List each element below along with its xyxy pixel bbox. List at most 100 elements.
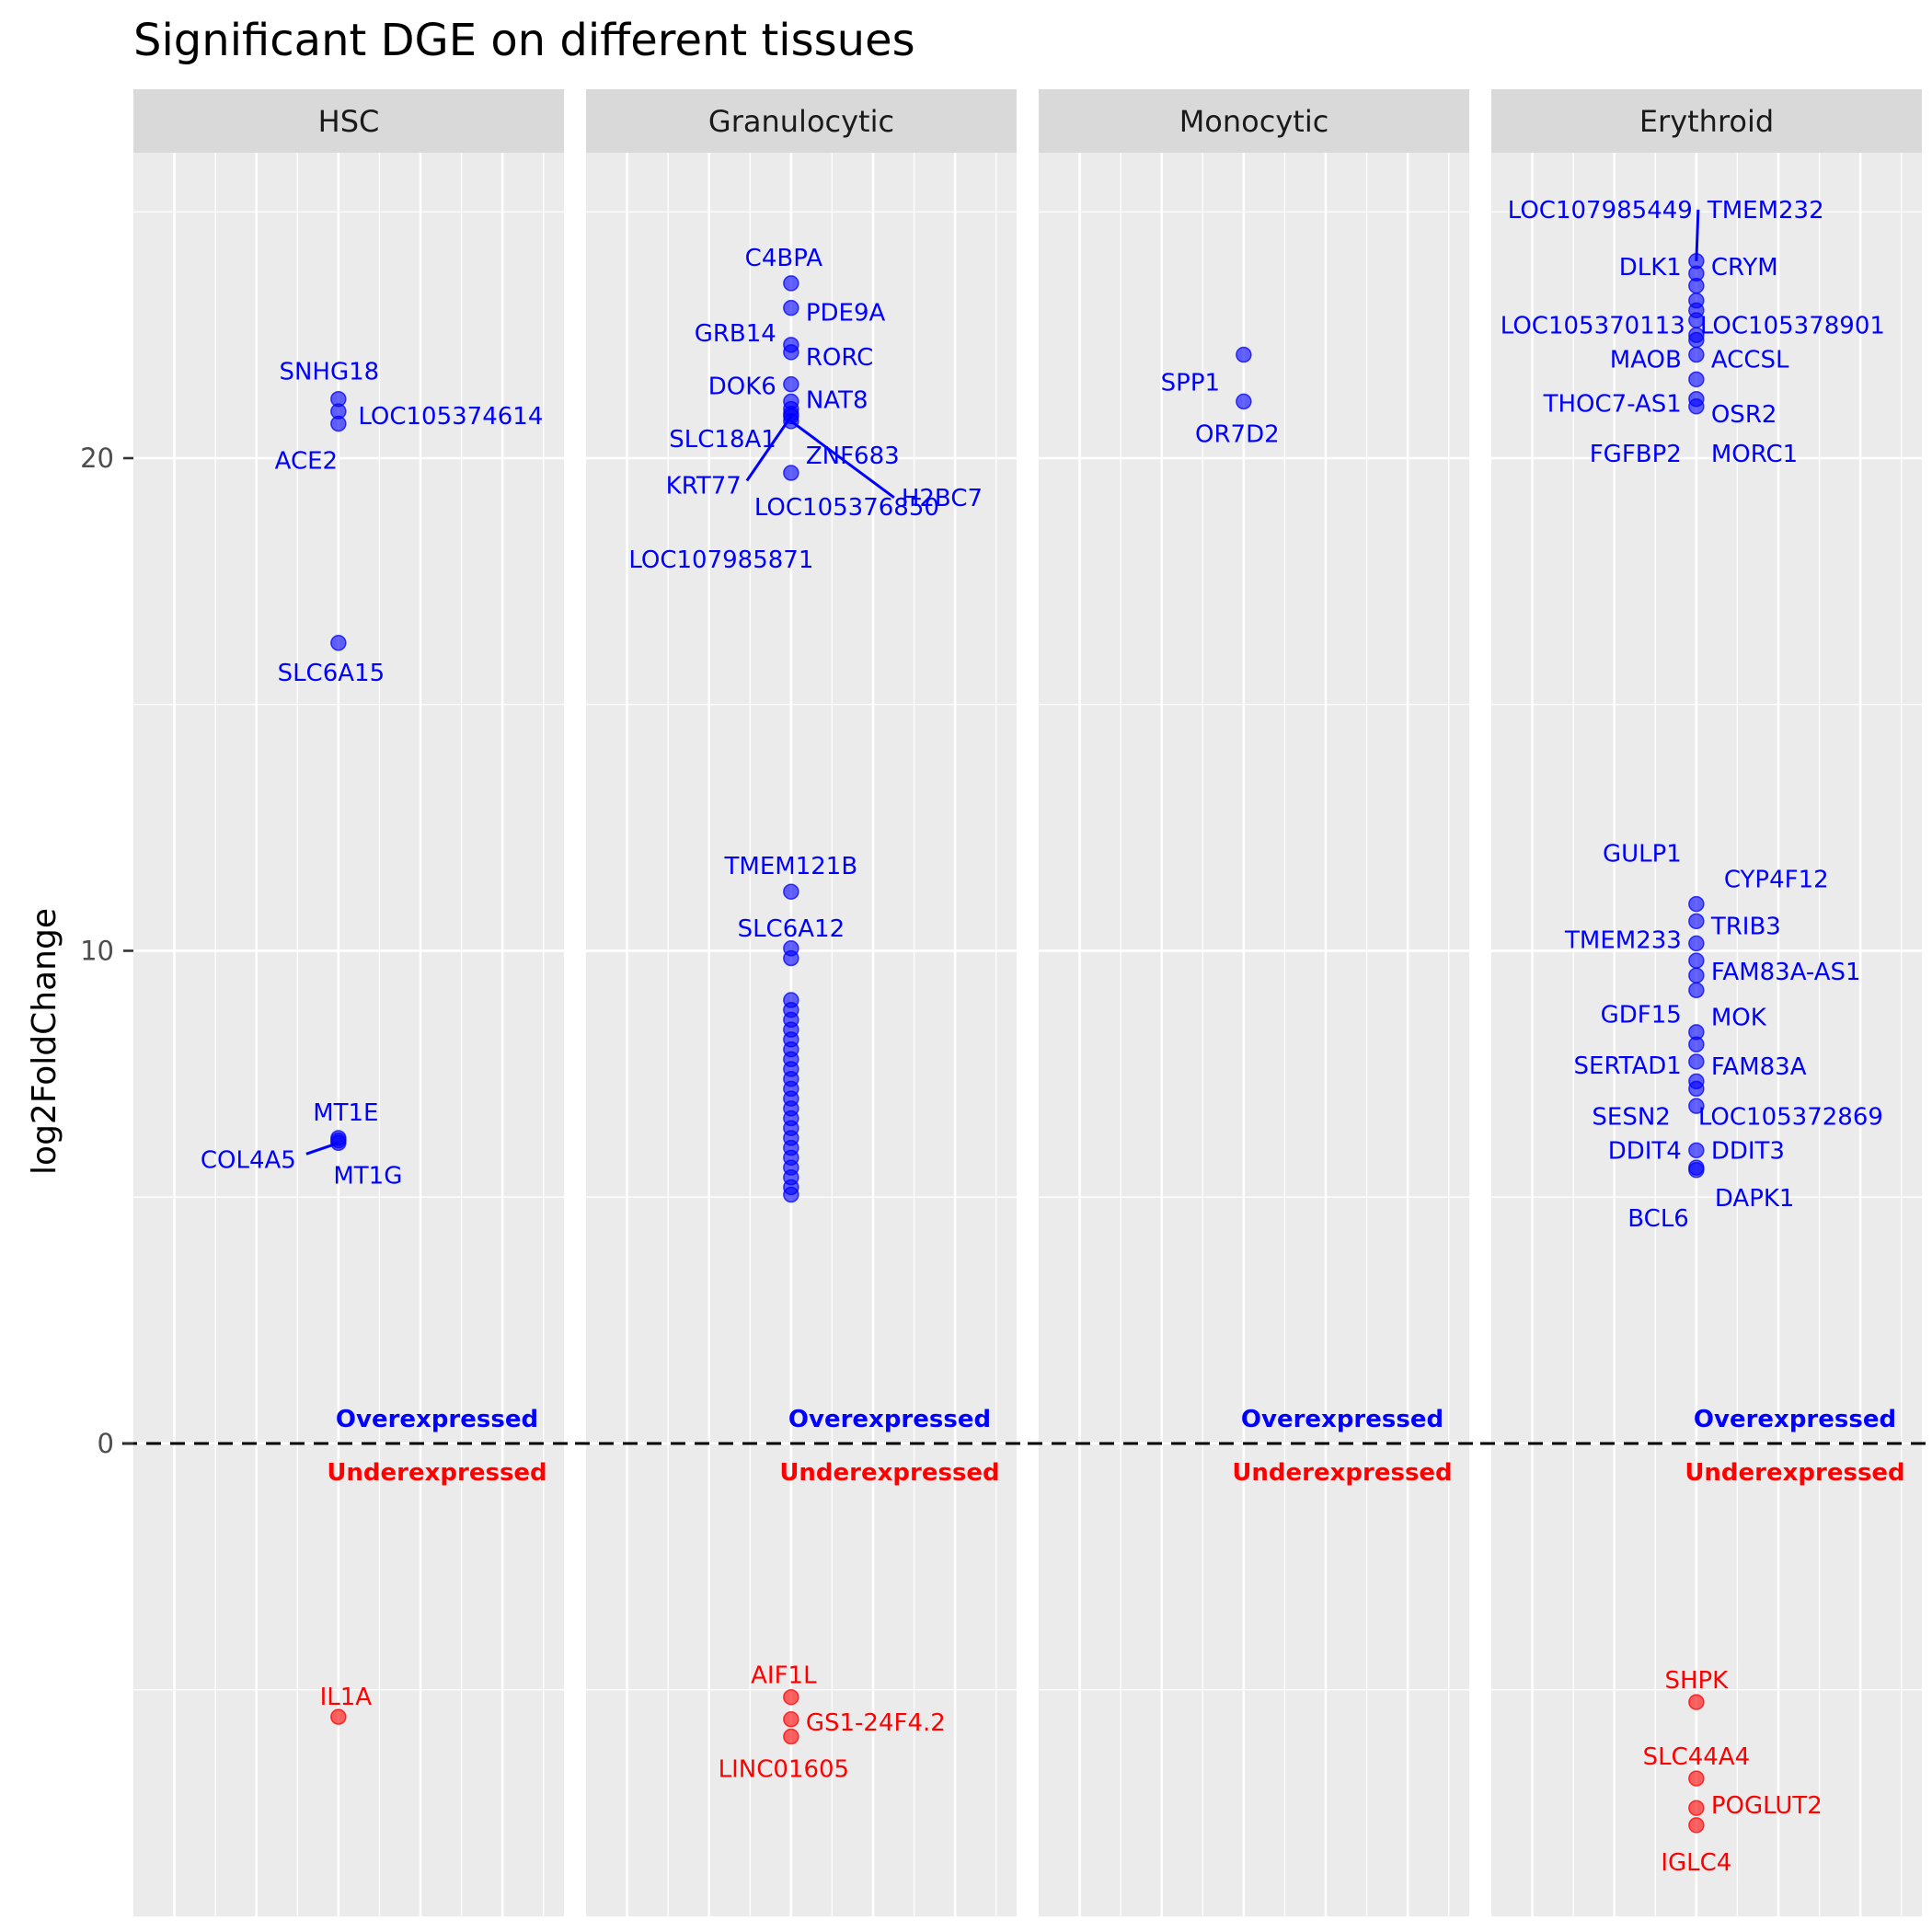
panel-background xyxy=(133,153,564,1916)
data-point xyxy=(1688,371,1705,388)
gene-label: MT1E xyxy=(313,1099,378,1127)
data-point xyxy=(1688,1162,1705,1179)
gene-label: MT1G xyxy=(333,1162,402,1190)
data-point xyxy=(783,344,799,361)
data-point xyxy=(1688,1817,1705,1834)
gene-label: IL1A xyxy=(320,1684,373,1711)
underexpressed-label: Underexpressed xyxy=(327,1459,546,1487)
gene-label: SHPK xyxy=(1664,1667,1729,1695)
gene-label: FAM83A xyxy=(1711,1053,1807,1081)
facet-strip-label: Granulocytic xyxy=(708,104,894,139)
overexpressed-label: Overexpressed xyxy=(1241,1406,1443,1433)
gene-label: LOC105376850 xyxy=(754,494,939,522)
gene-label: C4BPA xyxy=(745,245,823,272)
gene-label: MAOB xyxy=(1610,347,1682,374)
gene-label: LINC01605 xyxy=(719,1756,849,1784)
gene-label: TMEM232 xyxy=(1707,197,1824,224)
y-tick-label: 20 xyxy=(80,443,114,474)
gene-label: GRB14 xyxy=(695,320,776,348)
data-point xyxy=(783,1186,799,1203)
gene-label: SNHG18 xyxy=(279,359,379,386)
data-point xyxy=(330,635,347,651)
data-point xyxy=(783,1688,799,1706)
gene-label: LOC105370113 xyxy=(1501,312,1685,339)
data-point xyxy=(330,1134,347,1152)
facet-strip xyxy=(1039,89,1469,153)
data-point xyxy=(1688,398,1705,415)
data-point xyxy=(783,275,799,292)
data-point xyxy=(1236,346,1252,363)
gene-label: TMEM121B xyxy=(724,853,858,880)
gene-label: COL4A5 xyxy=(201,1146,296,1174)
data-point xyxy=(783,299,799,316)
data-point xyxy=(783,1711,799,1728)
facet-strip xyxy=(133,89,564,153)
gene-label: SLC44A4 xyxy=(1643,1743,1751,1771)
gene-label: LOC105378901 xyxy=(1700,312,1885,339)
panel-background xyxy=(1039,153,1469,1916)
y-axis-label: log2FoldChange xyxy=(26,908,63,1175)
data-point xyxy=(1236,393,1252,410)
data-point xyxy=(1688,1053,1705,1070)
facet-strip-label: HSC xyxy=(318,104,380,139)
underexpressed-label: Underexpressed xyxy=(1232,1459,1452,1487)
gene-label: MOK xyxy=(1711,1004,1767,1031)
y-tick-label: 10 xyxy=(80,935,114,966)
y-tick-label: 0 xyxy=(98,1428,114,1459)
gene-label: TMEM233 xyxy=(1564,926,1682,954)
data-point xyxy=(783,413,799,430)
gene-label: TRIB3 xyxy=(1710,913,1781,940)
label-leader-line xyxy=(745,415,793,482)
gene-label: SLC6A12 xyxy=(738,915,845,943)
panel-monocytic: Monocytic Overexpressed Underexpressed SPP1… xyxy=(1028,89,1480,1916)
gene-label: MORC1 xyxy=(1711,441,1798,468)
gene-label: SLC18A1 xyxy=(669,426,776,454)
gene-label: SERTAD1 xyxy=(1574,1052,1682,1080)
data-point xyxy=(1688,346,1705,363)
facet-panels: HSC Overexpressed Underexpressed SNHG18 LOC1… xyxy=(122,89,1932,1916)
data-point xyxy=(1688,895,1705,913)
data-point xyxy=(330,415,347,432)
gene-label: GULP1 xyxy=(1603,841,1682,868)
facet-strip-label: Monocytic xyxy=(1179,104,1329,139)
data-point xyxy=(1688,935,1705,952)
data-point xyxy=(1688,1770,1705,1787)
label-leader-line xyxy=(1695,209,1700,261)
gene-label: FAM83A-AS1 xyxy=(1711,959,1861,986)
gene-label: LOC107985449 xyxy=(1508,197,1693,224)
gene-label: H2BC7 xyxy=(902,485,983,512)
gene-label: DDIT3 xyxy=(1711,1137,1785,1165)
gene-label: GS1-24F4.2 xyxy=(806,1709,946,1737)
data-point xyxy=(1688,1142,1705,1159)
overexpressed-label: Overexpressed xyxy=(1694,1406,1896,1433)
gene-label: CRYM xyxy=(1711,254,1778,282)
gene-label: ACE2 xyxy=(275,448,338,476)
gene-label: POGLUT2 xyxy=(1711,1792,1823,1820)
gene-label: LOC107985871 xyxy=(628,546,813,574)
gene-label: SLC6A15 xyxy=(278,660,385,687)
data-point xyxy=(783,949,799,967)
facet-strip xyxy=(1491,89,1922,153)
gene-label: OSR2 xyxy=(1711,401,1777,429)
facet-strip xyxy=(586,89,1017,153)
overexpressed-label: Overexpressed xyxy=(336,1406,538,1433)
gene-label: OR7D2 xyxy=(1195,420,1280,448)
gene-label: AIF1L xyxy=(751,1662,817,1690)
data-point xyxy=(783,883,799,900)
data-point xyxy=(783,465,799,481)
data-point xyxy=(1688,952,1705,969)
data-point xyxy=(783,375,799,393)
data-point xyxy=(1688,1098,1705,1114)
facet-strip-label: Erythroid xyxy=(1639,104,1774,139)
data-point xyxy=(1688,1800,1705,1816)
data-point xyxy=(1688,982,1705,999)
gene-label: DLK1 xyxy=(1619,254,1682,282)
chart-title: Significant DGE on different tissues xyxy=(133,15,915,66)
overexpressed-label: Overexpressed xyxy=(788,1406,991,1433)
gene-label: KRT77 xyxy=(666,472,742,500)
gene-label: DAPK1 xyxy=(1715,1185,1795,1213)
data-point xyxy=(1688,913,1705,930)
gene-label: PDE9A xyxy=(806,300,886,328)
gene-label: CYP4F12 xyxy=(1724,867,1829,894)
gene-label: RORC xyxy=(806,344,873,372)
